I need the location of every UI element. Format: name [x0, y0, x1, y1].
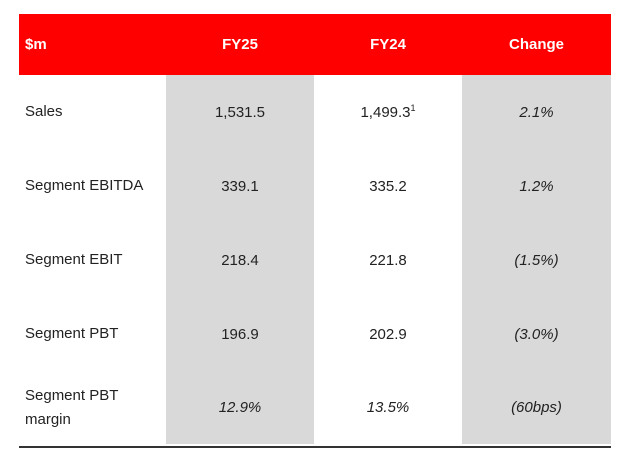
row-label: Sales [25, 103, 63, 120]
fy25-value: 196.9 [166, 297, 314, 371]
change-value: (1.5%) [462, 223, 611, 297]
table-row: Sales 1,531.5 1,499.31 2.1% [19, 75, 611, 149]
row-label: Segment EBITDA [25, 177, 144, 194]
table-row: Segment EBITDA 339.1 335.2 1.2% [19, 149, 611, 223]
footnote-marker: 1 [410, 102, 416, 113]
header-unit: $m [19, 14, 166, 75]
financial-summary: $m FY25 FY24 Change Sales 1,531.5 1,499.… [19, 14, 611, 448]
fy24-value: 202.9 [369, 325, 407, 343]
fy24-value: 221.8 [369, 251, 407, 269]
change-value: (3.0%) [462, 297, 611, 371]
fy25-value: 12.9% [166, 371, 314, 444]
table-row: Segment PBT margin 12.9% 13.5% (60bps) [19, 371, 611, 444]
row-label: Segment PBT [25, 325, 119, 342]
fy24-cell: 1,499.31 [314, 75, 462, 149]
change-value: 1.2% [462, 149, 611, 223]
row-label-line1: Segment PBT [25, 386, 119, 404]
fy25-value: 218.4 [166, 223, 314, 297]
header-change: Change [462, 14, 611, 75]
fy25-value: 339.1 [166, 149, 314, 223]
header-fy25: FY25 [166, 14, 314, 75]
change-value: (60bps) [462, 371, 611, 444]
row-label-cell: Segment PBT margin [19, 371, 166, 444]
fy24-value: 335.2 [369, 177, 407, 195]
header-row: $m FY25 FY24 Change [19, 14, 611, 75]
table-row: Segment PBT 196.9 202.9 (3.0%) [19, 297, 611, 371]
row-label: Segment EBIT [25, 251, 123, 268]
financial-table: $m FY25 FY24 Change Sales 1,531.5 1,499.… [19, 14, 611, 444]
fy25-value: 1,531.5 [166, 75, 314, 149]
header-fy24: FY24 [314, 14, 462, 75]
change-value: 2.1% [462, 75, 611, 149]
row-label-line2: margin [25, 410, 71, 428]
fy24-value: 1,499.3 [360, 103, 411, 121]
bottom-rule [19, 446, 611, 448]
fy24-value: 13.5% [366, 399, 410, 416]
table-row: Segment EBIT 218.4 221.8 (1.5%) [19, 223, 611, 297]
